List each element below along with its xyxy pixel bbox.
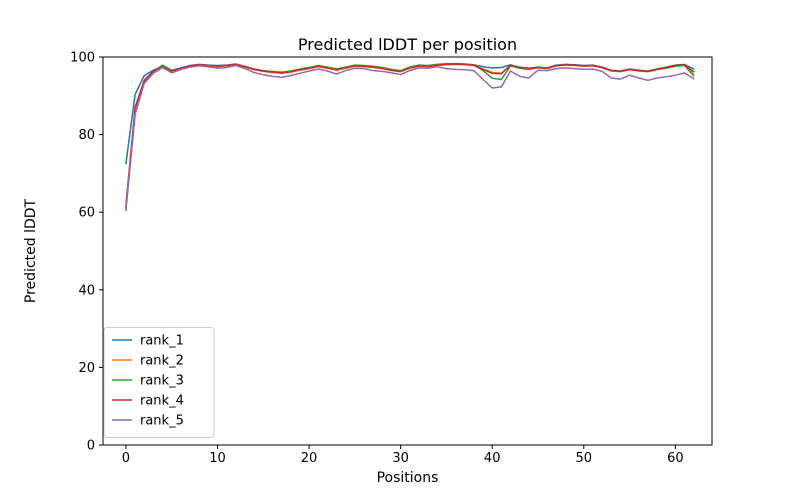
x-tick-label: 10 [209,451,226,466]
series-line-rank_1 [125,62,695,165]
x-tick-label: 30 [392,451,409,466]
y-tick-label: 80 [78,128,95,143]
series-line-rank_3 [125,62,695,212]
y-tick-label: 100 [70,51,95,66]
x-tick-label: 60 [667,451,684,466]
x-tick-label: 0 [122,451,130,466]
y-tick-label: 0 [87,439,95,454]
x-tick-label: 40 [484,451,501,466]
y-tick-label: 40 [78,283,95,298]
plot-border [102,56,713,446]
legend-label-rank_1: rank_1 [140,334,184,349]
y-tick-label: 60 [78,206,95,221]
legend-label-rank_3: rank_3 [140,374,184,389]
x-tick-label: 20 [301,451,318,466]
legend-label-rank_2: rank_2 [140,354,184,369]
chart-title: Predicted lDDT per position [297,35,518,54]
legend-label-rank_4: rank_4 [140,394,184,409]
series-line-rank_2 [125,63,695,209]
x-tick-label: 50 [576,451,593,466]
series-line-rank_4 [125,63,695,206]
y-tick-label: 20 [78,361,95,376]
series-line-rank_5 [125,64,695,210]
legend-box [103,327,215,438]
x-axis-label: Positions [376,470,439,486]
legend-label-rank_5: rank_5 [140,414,184,429]
